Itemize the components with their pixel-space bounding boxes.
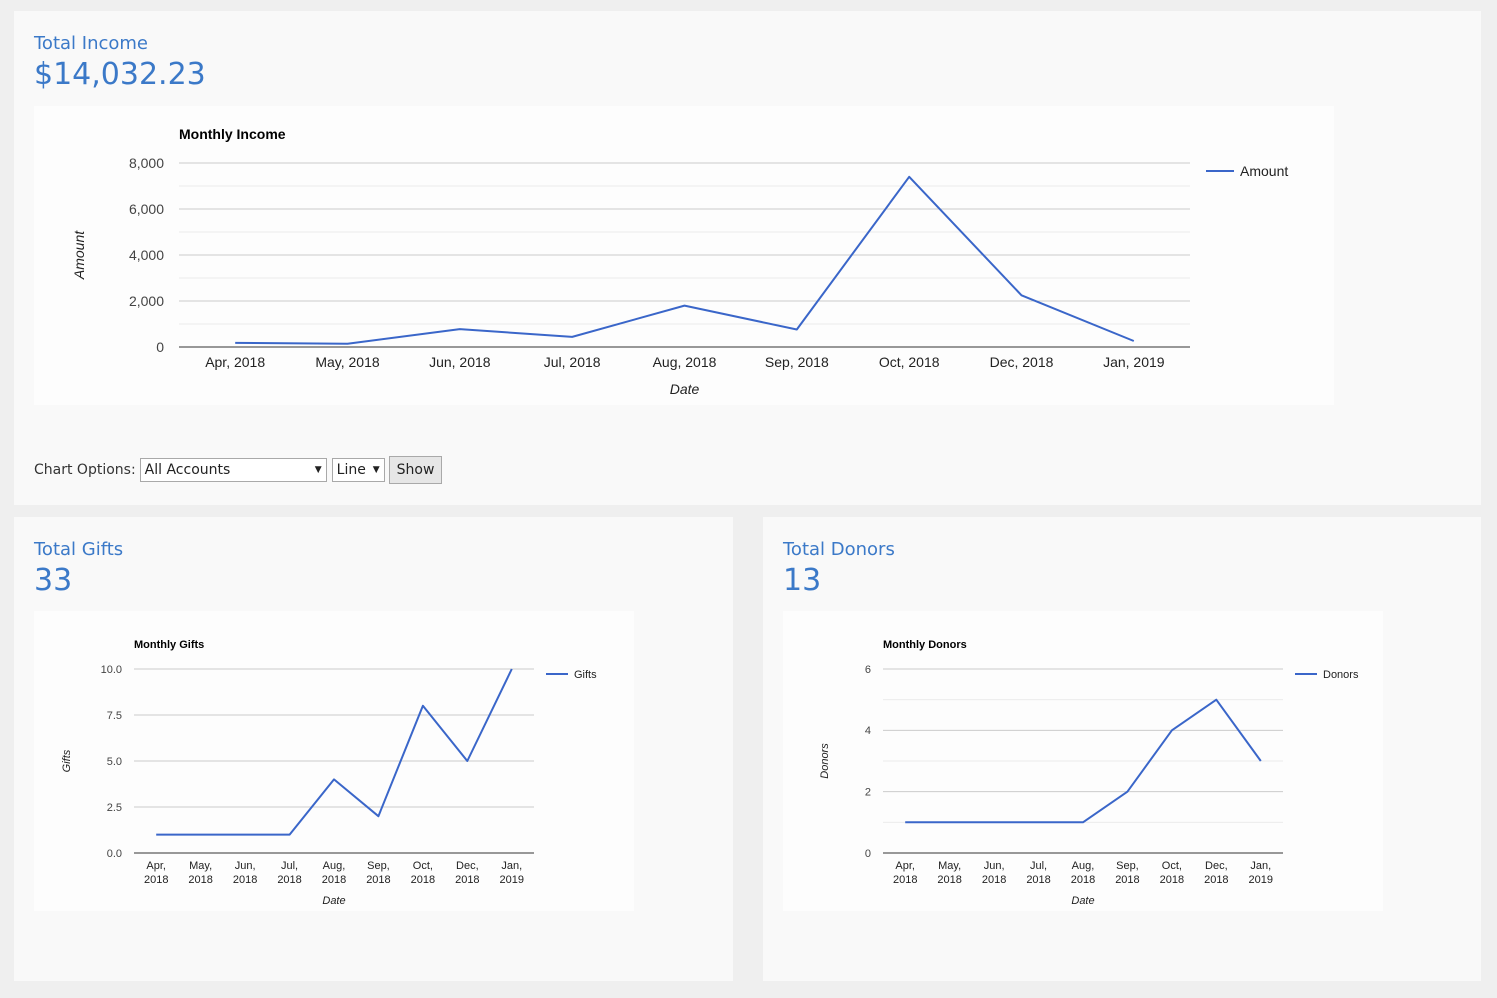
donors-panel: Total Donors 13 Monthly Donors 0 2 4 6 Apr, 20… (763, 517, 1481, 981)
gifts-panel: Total Gifts 33 Monthly Gifts 0.0 2.5 5.0 7.5… (14, 517, 733, 981)
series-line-donors (905, 698, 1262, 824)
x-axis-title: Date (670, 381, 700, 397)
chart-title: Monthly Gifts (134, 639, 204, 651)
x-tick-label: Oct, 2018 (411, 860, 435, 886)
y-tick-label: 0 (156, 339, 164, 355)
y-axis-title: Donors (819, 743, 831, 779)
chart-options-label: Chart Options: (34, 462, 136, 478)
total-gifts-value: 33 (34, 563, 73, 598)
x-tick-label: Jun, 2018 (233, 860, 257, 886)
x-tick-label: Jan, 2019 (1249, 860, 1273, 886)
y-axis-title: Amount (71, 230, 87, 280)
y-tick-label: 10.0 (101, 664, 122, 676)
x-tick-label: May, 2018 (937, 860, 961, 886)
y-tick-label: 2.5 (107, 802, 122, 814)
chart-title: Monthly Donors (883, 639, 967, 651)
x-tick-label: Sep, 2018 (765, 354, 829, 370)
y-tick-label: 6,000 (129, 201, 164, 217)
chart-type-select-value: Line (336, 462, 366, 478)
income-panel: Total Income $14,032.23 Monthly Income 0 2… (14, 11, 1481, 505)
x-tick-label: Jul, 2018 (1026, 860, 1050, 886)
y-tick-label: 4,000 (129, 247, 164, 263)
x-tick-label: Apr, 2018 (144, 860, 168, 886)
x-tick-label: Sep, 2018 (366, 860, 390, 886)
series-line-amount (235, 175, 1135, 345)
total-donors-value: 13 (783, 563, 822, 598)
monthly-gifts-chart: Monthly Gifts 0.0 2.5 5.0 7.5 10.0 Apr, 2018 May… (34, 611, 634, 911)
x-tick-label: Sep, 2018 (1115, 860, 1139, 886)
y-tick-label: 0 (865, 848, 871, 860)
monthly-income-chart-svg: Monthly Income 0 2,000 4,000 6,000 8,000 Apr, … (71, 126, 1288, 397)
y-tick-label: 2,000 (129, 293, 164, 309)
legend-label: Gifts (574, 669, 597, 681)
x-tick-label: Jul, 2018 (277, 860, 301, 886)
x-tick-label: Aug, 2018 (322, 860, 346, 886)
x-tick-label: Jun, 2018 (982, 860, 1006, 886)
y-tick-label: 6 (865, 664, 871, 676)
total-donors-label: Total Donors (783, 539, 895, 560)
legend-label: Amount (1240, 163, 1288, 179)
account-select[interactable]: All Accounts ▼ (139, 458, 327, 482)
chart-type-select[interactable]: Line ▼ (331, 458, 385, 482)
dropdown-caret-icon: ▼ (314, 465, 322, 475)
x-tick-label: Jan, 2019 (500, 860, 524, 886)
total-income-label: Total Income (34, 33, 148, 54)
series-line-gifts (156, 668, 513, 836)
x-axis-title: Date (322, 895, 345, 907)
x-tick-label: Oct, 2018 (879, 354, 940, 370)
x-tick-label: Jun, 2018 (429, 354, 491, 370)
y-tick-label: 8,000 (129, 155, 164, 171)
x-tick-label: Dec, 2018 (455, 860, 479, 886)
x-tick-label: Oct, 2018 (1160, 860, 1184, 886)
y-tick-label: 7.5 (107, 710, 122, 722)
chart-title: Monthly Income (179, 126, 286, 142)
total-income-value: $14,032.23 (34, 57, 206, 92)
x-tick-label: Apr, 2018 (205, 354, 265, 370)
x-tick-label: Aug, 2018 (653, 354, 717, 370)
y-axis-title: Gifts (61, 749, 73, 772)
account-select-value: All Accounts (144, 462, 231, 478)
y-tick-label: 5.0 (107, 756, 122, 768)
monthly-donors-chart: Monthly Donors 0 2 4 6 Apr, 2018 May, 2018 Jun, 20… (783, 611, 1383, 911)
x-tick-label: Jul, 2018 (544, 354, 601, 370)
x-tick-label: May, 2018 (188, 860, 212, 886)
monthly-donors-chart-svg: Monthly Donors 0 2 4 6 Apr, 2018 May, 2018 Jun, 20… (819, 639, 1359, 907)
x-tick-label: Dec, 2018 (1204, 860, 1228, 886)
show-button[interactable]: Show (388, 456, 443, 484)
x-tick-label: Dec, 2018 (990, 354, 1054, 370)
x-axis-title: Date (1071, 895, 1094, 907)
y-tick-label: 0.0 (107, 848, 122, 860)
total-gifts-label: Total Gifts (34, 539, 124, 560)
x-tick-label: May, 2018 (315, 354, 380, 370)
monthly-gifts-chart-svg: Monthly Gifts 0.0 2.5 5.0 7.5 10.0 Apr, 2018 May… (61, 639, 597, 907)
y-tick-label: 4 (865, 725, 871, 737)
x-tick-label: Jan, 2019 (1103, 354, 1165, 370)
y-tick-label: 2 (865, 787, 871, 799)
x-tick-label: Apr, 2018 (893, 860, 917, 886)
dropdown-caret-icon: ▼ (372, 465, 380, 475)
monthly-income-chart: Monthly Income 0 2,000 4,000 6,000 8,000 Apr, … (34, 106, 1334, 405)
chart-options: Chart Options: All Accounts ▼ Line ▼ Sho… (34, 455, 443, 485)
x-tick-label: Aug, 2018 (1071, 860, 1095, 886)
legend-label: Donors (1323, 669, 1359, 681)
